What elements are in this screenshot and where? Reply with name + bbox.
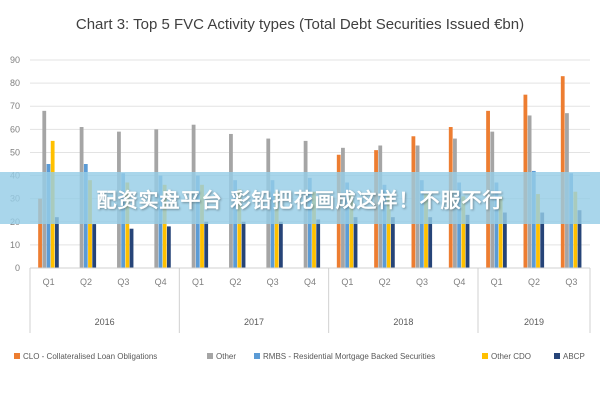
- legend-label: Other: [216, 352, 236, 361]
- year-label: 2018: [393, 317, 413, 327]
- bar: [461, 196, 466, 268]
- x-tick-label: Q2: [80, 277, 92, 287]
- bar: [54, 217, 59, 268]
- bar: [237, 189, 242, 268]
- x-tick-label: Q3: [416, 277, 428, 287]
- x-tick-label: Q4: [304, 277, 316, 287]
- y-tick-label: 90: [10, 55, 20, 65]
- x-tick-label: Q1: [43, 277, 55, 287]
- x-tick-label: Q3: [267, 277, 279, 287]
- legend: CLO - Collateralised Loan Obligations Oth…: [14, 352, 585, 361]
- legend-swatch: [254, 353, 260, 359]
- legend-label: ABCP: [563, 352, 585, 361]
- bar: [233, 180, 238, 268]
- bar: [200, 184, 204, 268]
- x-tick-label: Q1: [192, 277, 204, 287]
- bar: [166, 226, 171, 268]
- bar: [353, 217, 358, 268]
- bar: [494, 182, 499, 268]
- x-tick-label: Q4: [155, 277, 167, 287]
- bar: [241, 221, 246, 268]
- bar: [502, 212, 507, 268]
- bar: [88, 180, 92, 268]
- legend-swatch: [554, 353, 560, 359]
- year-label: 2017: [244, 317, 264, 327]
- chart-title: Chart 3: Top 5 FVC Activity types (Total…: [76, 16, 524, 33]
- legend-swatch: [14, 353, 20, 359]
- legend-swatch: [482, 353, 488, 359]
- overlay-banner: 配资实盘平台 彩铅把花画成这样！不服不行: [0, 172, 600, 224]
- bar: [540, 212, 545, 268]
- legend-label: CLO - Collateralised Loan Obligations: [23, 352, 157, 361]
- bar: [536, 194, 540, 268]
- x-tick-label: Q3: [565, 277, 577, 287]
- x-tick-label: Q3: [117, 277, 129, 287]
- y-tick-label: 50: [10, 147, 20, 157]
- bar: [312, 191, 316, 268]
- y-tick-label: 60: [10, 124, 20, 134]
- bar: [498, 196, 503, 268]
- legend-label: Other CDO: [491, 352, 531, 361]
- y-axis: 0102030405060708090: [10, 55, 20, 273]
- overlay-banner-text: 配资实盘平台 彩铅把花画成这样！不服不行: [96, 187, 504, 212]
- legend-swatch: [207, 353, 213, 359]
- x-tick-label: Q1: [491, 277, 503, 287]
- x-tick-label: Q4: [453, 277, 465, 287]
- bar: [419, 180, 424, 268]
- bar: [390, 217, 395, 268]
- bar: [274, 191, 279, 268]
- year-label: 2019: [524, 317, 544, 327]
- bar: [270, 180, 275, 268]
- bar: [386, 194, 391, 268]
- y-tick-label: 0: [15, 263, 20, 273]
- y-tick-label: 80: [10, 78, 20, 88]
- x-tick-label: Q2: [379, 277, 391, 287]
- legend-label: RMBS - Residential Mortgage Backed Secur…: [263, 352, 435, 361]
- x-axis: Q1 Q2 Q3 Q4 Q1 Q2 Q3 Q4 Q1 Q2 Q3 Q4 Q1 Q2 Q3 2016 2017 20…: [29, 267, 591, 333]
- bar: [465, 214, 470, 268]
- bar: [125, 182, 130, 268]
- y-tick-label: 70: [10, 101, 20, 111]
- bar: [428, 217, 433, 268]
- x-tick-label: Q2: [229, 277, 241, 287]
- bar: [424, 194, 428, 268]
- bar: [92, 224, 97, 268]
- bar: [345, 182, 350, 268]
- bar: [316, 219, 321, 268]
- bar: [382, 184, 387, 268]
- year-label: 2016: [95, 317, 115, 327]
- bar: [577, 210, 582, 268]
- bar: [162, 184, 167, 268]
- bar: [573, 191, 578, 268]
- bar: [204, 221, 209, 268]
- y-tick-label: 10: [10, 240, 20, 250]
- bar: [349, 194, 354, 268]
- x-tick-label: Q2: [528, 277, 540, 287]
- bar: [278, 221, 283, 268]
- bar: [38, 198, 42, 268]
- bar: [129, 228, 134, 268]
- x-tick-label: Q1: [341, 277, 353, 287]
- bar: [457, 182, 462, 268]
